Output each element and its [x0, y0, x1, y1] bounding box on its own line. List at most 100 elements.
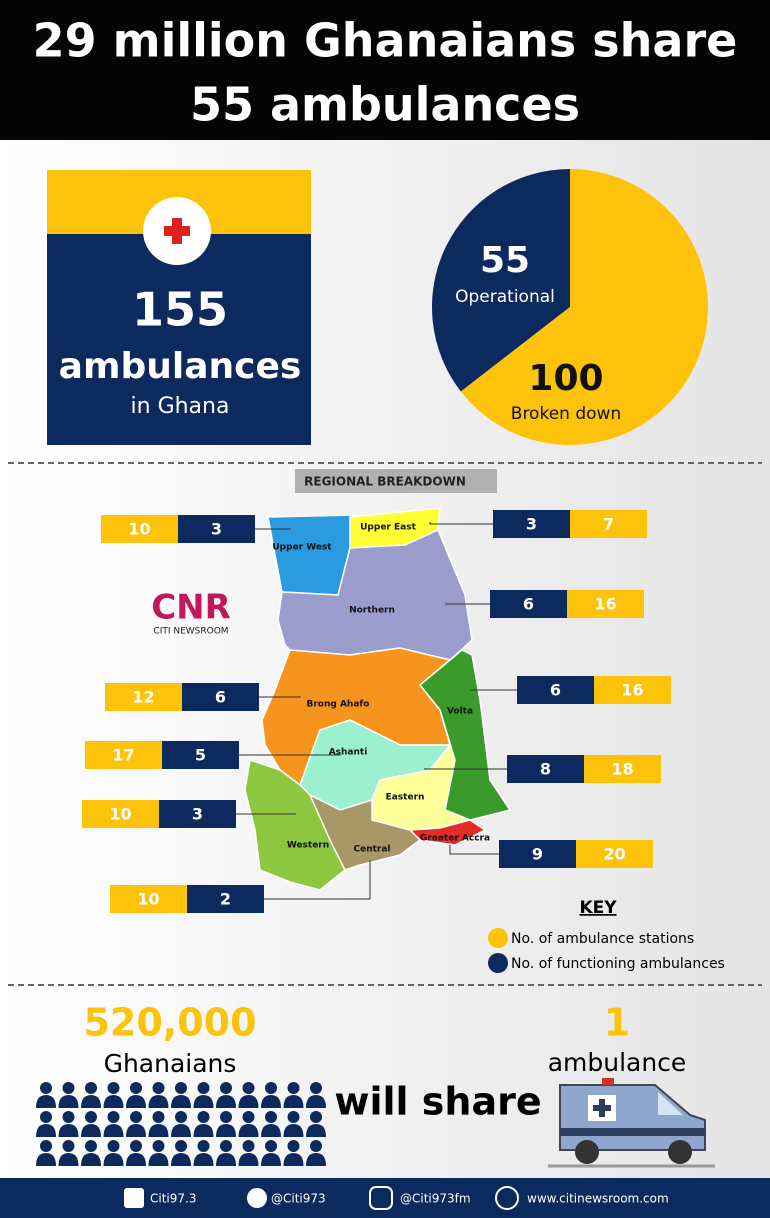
- person-body: [126, 1124, 146, 1137]
- functioning-count: 3: [192, 805, 203, 824]
- leader-line: [429, 522, 493, 525]
- ambulance-icon: [548, 1078, 715, 1168]
- person-body: [216, 1153, 236, 1166]
- person-body: [238, 1153, 259, 1166]
- red-cross: [164, 226, 190, 236]
- person-body: [36, 1153, 56, 1166]
- person-head: [265, 1082, 277, 1094]
- person-head: [130, 1111, 142, 1123]
- person-body: [103, 1153, 124, 1166]
- person-body: [193, 1124, 214, 1137]
- person-body: [193, 1153, 214, 1166]
- person-body: [126, 1095, 146, 1108]
- count-box: [110, 885, 187, 913]
- functioning-count: 3: [211, 520, 222, 539]
- person-body: [126, 1153, 146, 1166]
- region-name: Western: [287, 841, 329, 851]
- person-head: [40, 1140, 52, 1152]
- logo-mark: CNR: [151, 588, 231, 628]
- count-box: [499, 840, 576, 868]
- person-body: [193, 1095, 214, 1108]
- website[interactable]: www.citinewsroom.com: [527, 1192, 669, 1206]
- station-count: 12: [132, 688, 154, 707]
- person-head: [40, 1082, 52, 1094]
- person-head: [310, 1111, 322, 1123]
- slice-value: 100: [528, 358, 603, 399]
- person-head: [85, 1082, 97, 1094]
- person-head: [85, 1111, 97, 1123]
- slice-value: 55: [480, 240, 530, 281]
- pie-slice: [460, 169, 708, 445]
- person-head: [107, 1140, 120, 1152]
- person-body: [148, 1153, 169, 1166]
- person-head: [197, 1111, 210, 1123]
- region-name: Volta: [447, 707, 473, 717]
- station-count: 16: [621, 681, 643, 700]
- person-body: [58, 1124, 79, 1137]
- region-name: Greater Accra: [420, 834, 490, 844]
- leader-line: [259, 696, 301, 698]
- person-head: [287, 1111, 300, 1123]
- functioning-count: 6: [523, 595, 534, 614]
- verb: will share: [334, 1080, 541, 1124]
- person-head: [40, 1111, 52, 1123]
- total-sublabel: in Ghana: [131, 394, 230, 419]
- person-body: [261, 1124, 281, 1137]
- count-box: [493, 510, 570, 538]
- functioning-count: 8: [540, 760, 551, 779]
- count-box: [162, 741, 239, 769]
- ambulance-label: ambulance: [548, 1048, 687, 1077]
- person-body: [306, 1124, 326, 1137]
- ambulance-wheel: [668, 1140, 692, 1164]
- count-box: [187, 885, 264, 913]
- region-name: Eastern: [386, 793, 425, 803]
- person-head: [62, 1082, 75, 1094]
- count-box: [517, 676, 594, 704]
- person-body: [306, 1095, 326, 1108]
- station-count: 16: [594, 595, 616, 614]
- facebook-handle[interactable]: Citi97.3: [150, 1192, 196, 1206]
- person-body: [306, 1153, 326, 1166]
- station-count: 20: [603, 845, 625, 864]
- person-body: [171, 1153, 191, 1166]
- key-title: KEY: [579, 898, 617, 918]
- instagram-handle[interactable]: @Citi973fm: [400, 1192, 471, 1206]
- person-head: [130, 1140, 142, 1152]
- person-head: [152, 1140, 165, 1152]
- person-body: [81, 1124, 101, 1137]
- person-head: [175, 1111, 187, 1123]
- person-body: [103, 1124, 124, 1137]
- facebook-icon: [124, 1188, 144, 1208]
- region-name: Northern: [349, 606, 395, 616]
- leader-line: [236, 813, 296, 815]
- functioning-count: 9: [532, 845, 543, 864]
- count-box: [105, 683, 182, 711]
- functioning-count: 3: [526, 515, 537, 534]
- twitter-handle[interactable]: @Citi973: [271, 1192, 326, 1206]
- slice-label: Operational: [455, 287, 555, 307]
- person-body: [283, 1153, 304, 1166]
- person-body: [238, 1124, 259, 1137]
- pie-chart: 55 Operational 100 Broken down: [432, 169, 708, 445]
- ambulance-window: [658, 1092, 683, 1115]
- leader-line: [424, 768, 507, 770]
- person-head: [287, 1082, 300, 1094]
- person-head: [107, 1082, 120, 1094]
- person-body: [171, 1095, 191, 1108]
- people-icons: [36, 1082, 326, 1166]
- map: Upper West 10 3 Upper East 3 7 Northern 6 16 Bron…: [82, 507, 671, 913]
- count-box: [584, 755, 661, 783]
- ambulance-number: 1: [604, 1001, 630, 1045]
- person-body: [171, 1124, 191, 1137]
- people-label: Ghanaians: [104, 1049, 237, 1078]
- person-body: [261, 1153, 281, 1166]
- count-box: [85, 741, 162, 769]
- person-head: [220, 1140, 232, 1152]
- person-head: [220, 1082, 232, 1094]
- functioning-count: 6: [215, 688, 226, 707]
- person-body: [283, 1124, 304, 1137]
- title-line: 55 ambulances: [190, 78, 580, 132]
- person-head: [85, 1140, 97, 1152]
- logo-name: CITI NEWSROOM: [153, 627, 228, 637]
